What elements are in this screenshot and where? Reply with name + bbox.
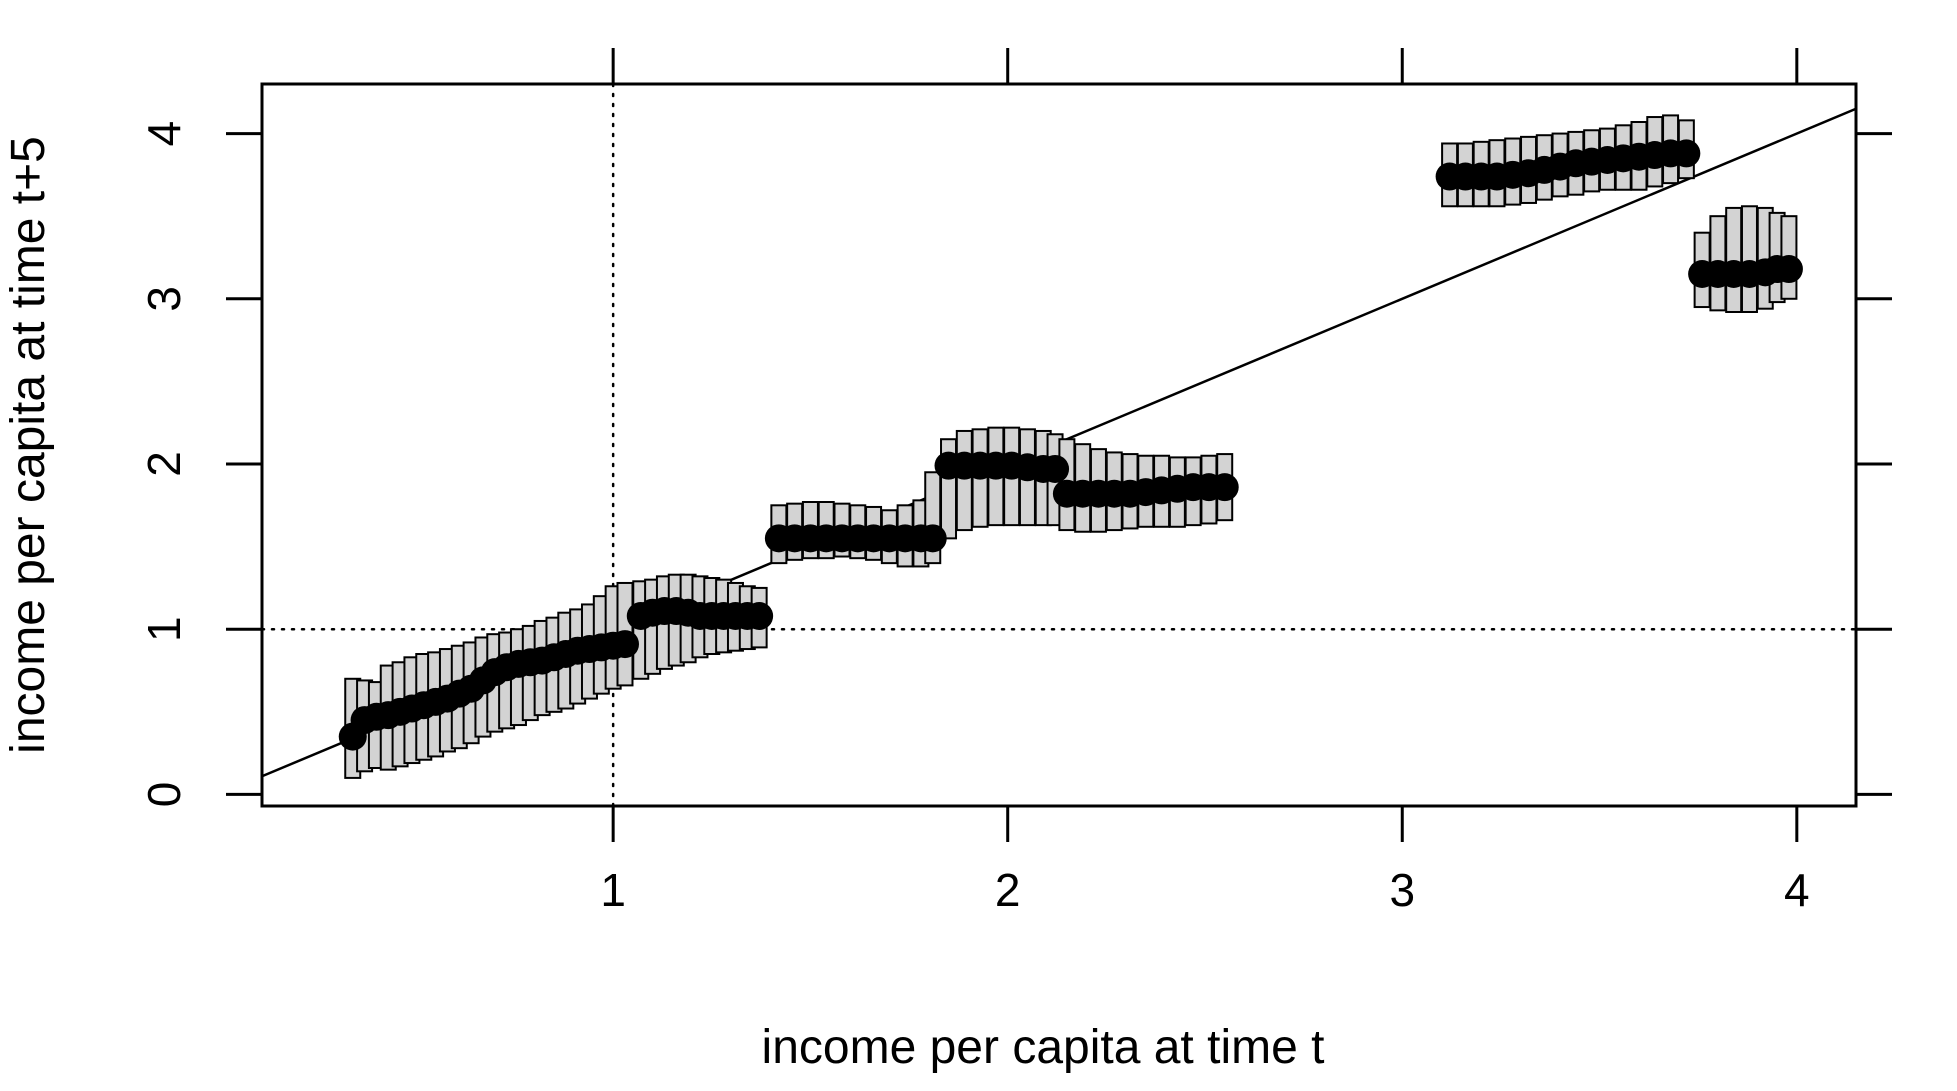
median-points <box>338 139 1803 751</box>
interval-bar <box>1740 205 1758 313</box>
x-axis-title: income per capita at time t <box>762 1021 1325 1074</box>
y-axis-title: income per capita at time t+5 <box>2 136 55 754</box>
x-tick-label: 3 <box>1389 864 1415 916</box>
median-point <box>1774 255 1803 284</box>
x-tick-label: 4 <box>1784 864 1810 916</box>
y-tick-label: 4 <box>138 121 190 147</box>
median-point <box>745 602 774 630</box>
median-point <box>918 524 947 553</box>
y-tick-label: 3 <box>138 286 190 312</box>
median-point <box>1210 473 1239 502</box>
median-point <box>610 630 639 659</box>
plot-frame <box>260 82 1858 808</box>
axes: 1 2 3 4 0 1 2 3 4 <box>138 48 1892 916</box>
x-tick-label: 2 <box>995 864 1021 916</box>
interval-bar <box>955 429 973 532</box>
interval-bar <box>1725 206 1743 313</box>
y-tick-label: 1 <box>138 616 190 642</box>
x-tick-label: 1 <box>600 864 626 916</box>
median-point <box>1041 454 1070 483</box>
median-point <box>1672 139 1701 168</box>
y-tick-label: 0 <box>138 782 190 808</box>
y-tick-label: 2 <box>138 451 190 477</box>
